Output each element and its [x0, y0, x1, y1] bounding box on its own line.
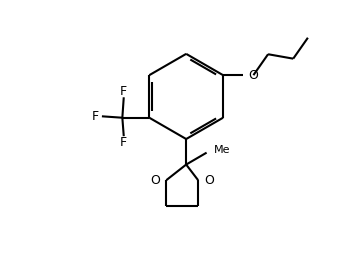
Text: O: O: [249, 69, 258, 82]
Text: O: O: [150, 174, 160, 187]
Text: F: F: [120, 136, 127, 149]
Text: F: F: [120, 85, 127, 98]
Text: F: F: [92, 110, 99, 123]
Text: O: O: [204, 174, 214, 187]
Text: Me: Me: [214, 145, 230, 155]
